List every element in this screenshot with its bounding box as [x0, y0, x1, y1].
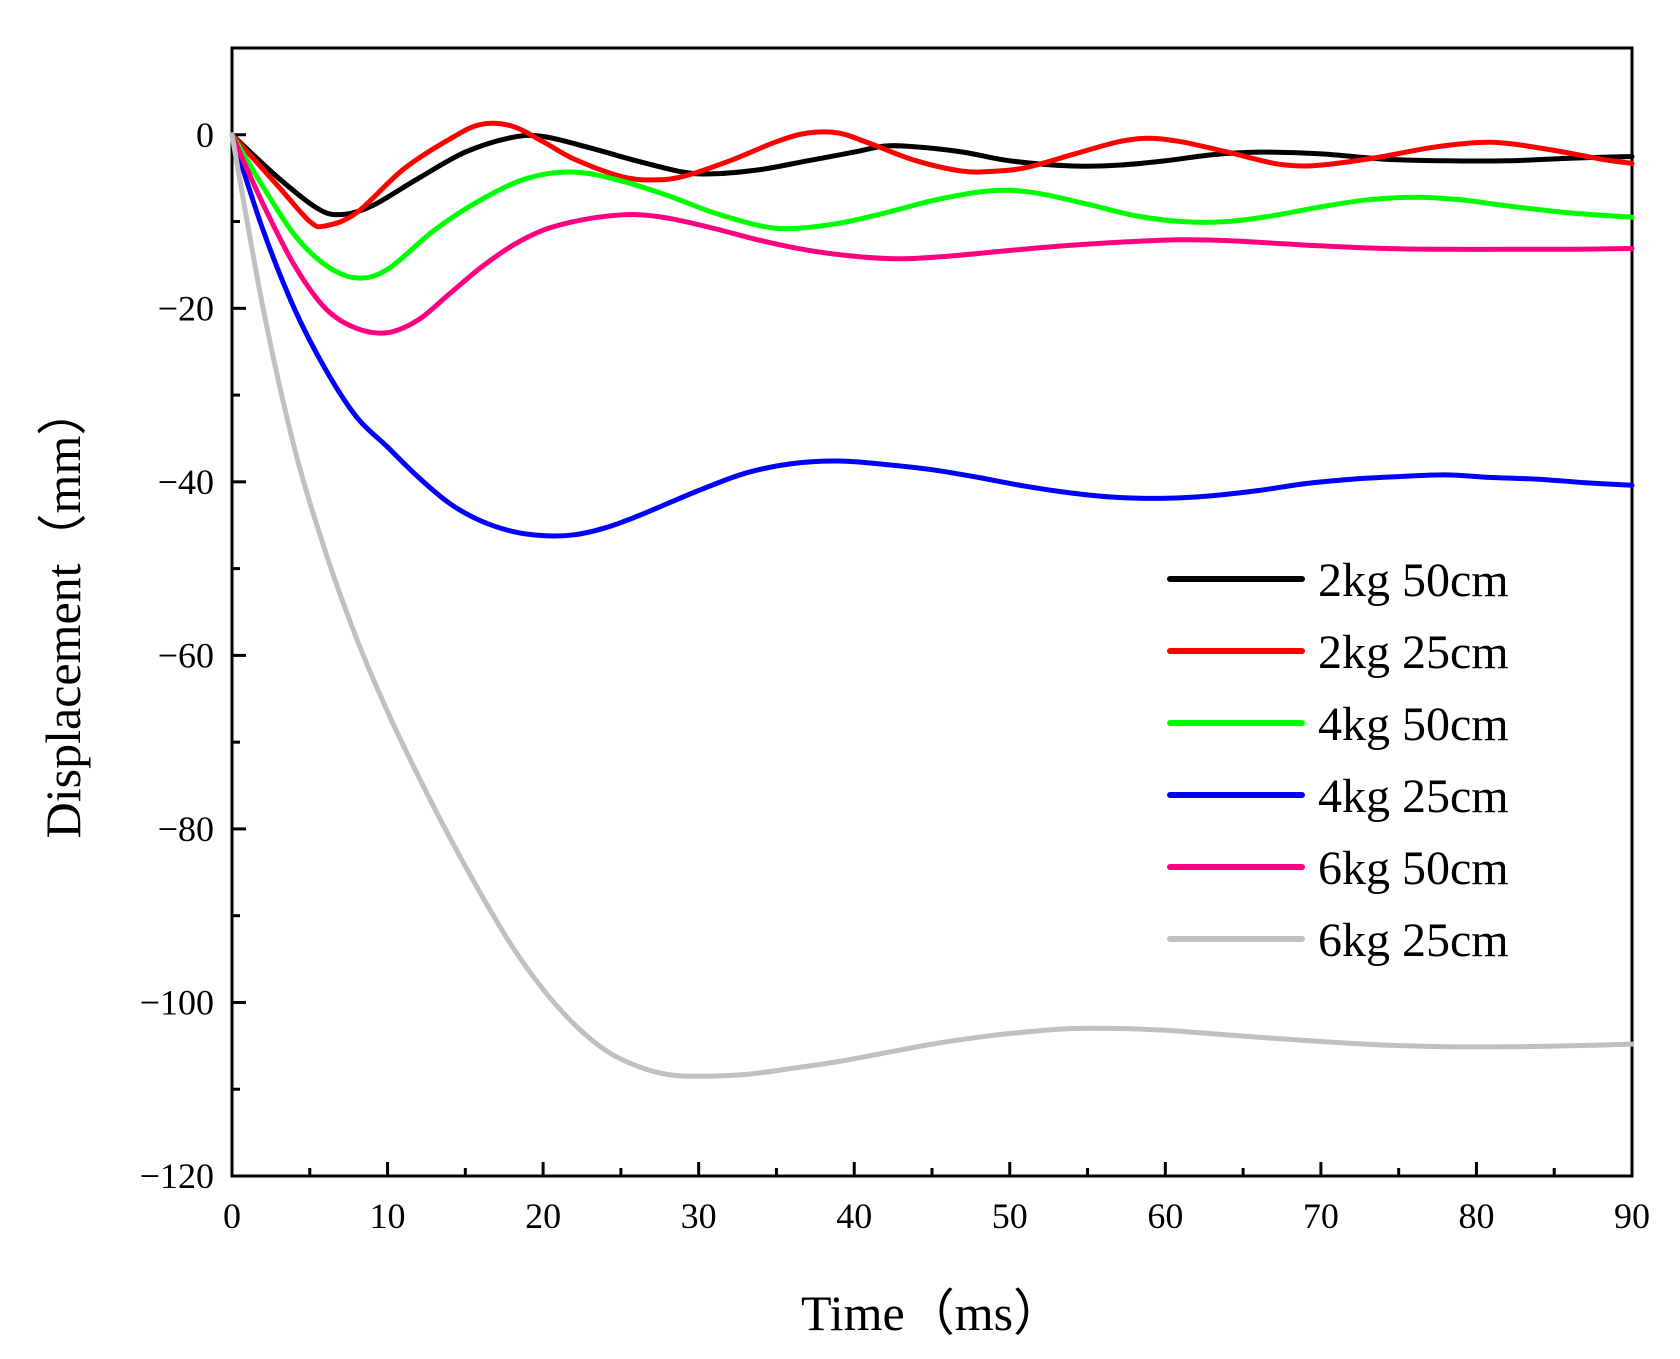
x-tick-label: 10 — [370, 1196, 406, 1236]
y-axis-title: Displacement（mm） — [35, 386, 91, 839]
x-tick-label: 30 — [681, 1196, 717, 1236]
legend-label-5: 6kg 50cm — [1318, 842, 1509, 895]
legend-label-6: 6kg 25cm — [1318, 914, 1509, 967]
legend-label-1: 2kg 50cm — [1318, 554, 1509, 607]
series-line-4 — [229, 132, 1635, 539]
series-lines — [229, 120, 1635, 1079]
series-line-5 — [229, 132, 1635, 336]
x-axis-title: Time（ms） — [801, 1285, 1063, 1341]
x-tick-label: 70 — [1303, 1196, 1339, 1236]
y-tick-label: −60 — [158, 635, 214, 675]
legend-label-3: 4kg 50cm — [1318, 698, 1509, 751]
x-tick-label: 60 — [1147, 1196, 1183, 1236]
y-tick-label: −100 — [140, 982, 214, 1022]
legend: 2kg 50cm 2kg 25cm 4kg 50cm 4kg 25cm 6kg 50cm… — [1167, 554, 1509, 967]
x-tick-label: 20 — [525, 1196, 561, 1236]
axis-ticks — [230, 133, 1634, 1178]
plot-frame — [230, 46, 1634, 1178]
y-tick-label: −20 — [158, 288, 214, 328]
x-tick-label: 80 — [1458, 1196, 1494, 1236]
x-tick-label: 40 — [836, 1196, 872, 1236]
y-tick-label: 0 — [196, 115, 214, 155]
x-tick-label: 50 — [992, 1196, 1028, 1236]
series-line-6 — [229, 132, 1635, 1079]
y-tick-label: −120 — [140, 1156, 214, 1196]
series-line-3 — [229, 132, 1635, 281]
x-tick-label: 0 — [223, 1196, 241, 1236]
y-tick-label: −40 — [158, 462, 214, 502]
axis-tick-labels: 0 10 20 30 40 50 60 70 80 90 0 −20 −40 −60 −80 −100 −120 — [140, 115, 1650, 1236]
x-tick-label: 90 — [1614, 1196, 1650, 1236]
y-tick-label: −80 — [158, 809, 214, 849]
series-line-2 — [229, 120, 1635, 230]
legend-label-2: 2kg 25cm — [1318, 626, 1509, 679]
legend-label-4: 4kg 25cm — [1318, 770, 1509, 823]
series-line-1 — [229, 132, 1635, 218]
